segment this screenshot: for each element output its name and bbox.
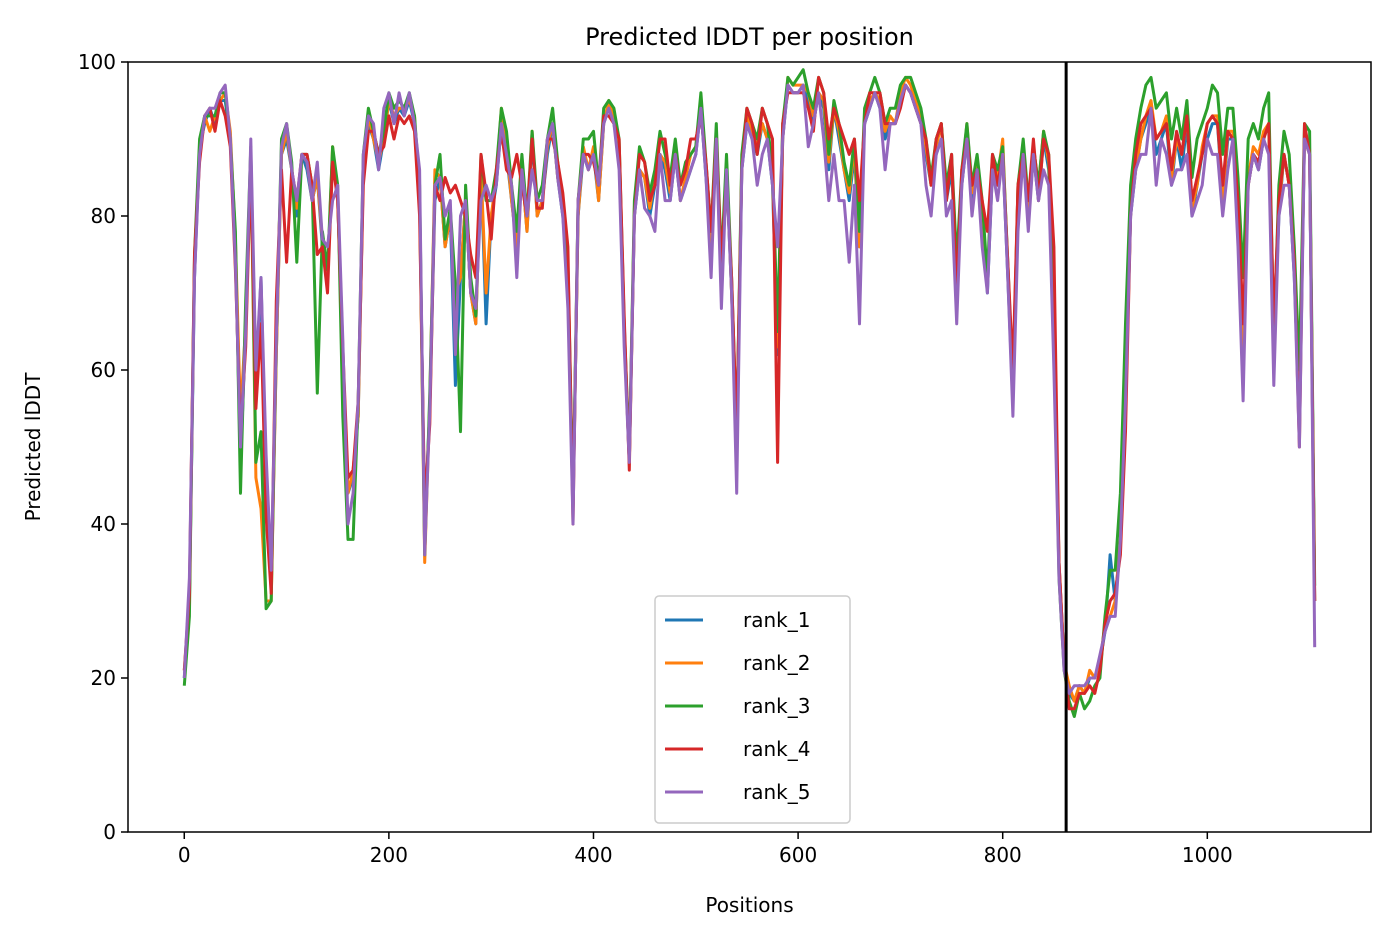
legend-label-rank_5: rank_5 — [743, 780, 810, 804]
y-tick-label: 80 — [91, 204, 116, 228]
legend-label-rank_4: rank_4 — [743, 737, 810, 761]
x-tick-label: 400 — [574, 843, 612, 867]
x-tick-label: 200 — [370, 843, 408, 867]
x-tick-label: 600 — [779, 843, 817, 867]
chart-title: Predicted lDDT per position — [585, 23, 914, 51]
y-axis-ticks: 0 20 40 60 80 100 — [78, 50, 128, 844]
legend-label-rank_1: rank_1 — [743, 608, 810, 632]
x-tick-label: 800 — [984, 843, 1022, 867]
legend-label-rank_3: rank_3 — [743, 694, 810, 718]
x-tick-label: 0 — [178, 843, 191, 867]
series-layer — [182, 68, 1317, 718]
x-axis-ticks: 0 200 400 600 800 1000 — [178, 832, 1233, 867]
y-axis-label: Predicted lDDT — [21, 372, 45, 522]
x-axis-label: Positions — [705, 893, 793, 917]
legend: rank_1 rank_2 rank_3 rank_4 rank_5 — [654, 595, 851, 824]
y-tick-label: 20 — [91, 666, 116, 690]
axes-frame — [127, 61, 1372, 833]
x-tick-label: 1000 — [1182, 843, 1233, 867]
y-tick-label: 0 — [103, 820, 116, 844]
legend-box — [654, 595, 851, 824]
y-tick-label: 60 — [91, 358, 116, 382]
series-line-rank_5 — [182, 83, 1317, 695]
legend-label-rank_2: rank_2 — [743, 651, 810, 675]
y-tick-label: 40 — [91, 512, 116, 536]
y-tick-label: 100 — [78, 50, 116, 74]
